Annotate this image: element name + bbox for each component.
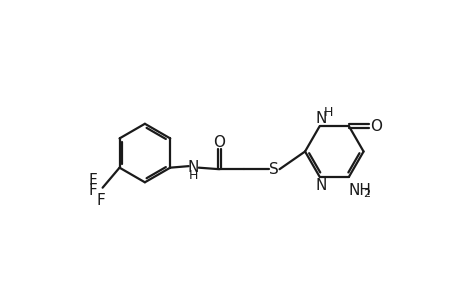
Text: H: H: [324, 106, 333, 119]
Text: H: H: [188, 169, 197, 182]
Text: S: S: [269, 162, 279, 177]
Text: NH: NH: [348, 183, 371, 198]
Text: F: F: [88, 183, 97, 198]
Text: N: N: [187, 160, 199, 175]
Text: N: N: [315, 178, 326, 193]
Text: N: N: [315, 111, 326, 126]
Text: F: F: [96, 193, 105, 208]
Text: F: F: [88, 173, 97, 188]
Text: 2: 2: [362, 189, 369, 199]
Text: O: O: [369, 119, 381, 134]
Text: O: O: [213, 135, 225, 150]
